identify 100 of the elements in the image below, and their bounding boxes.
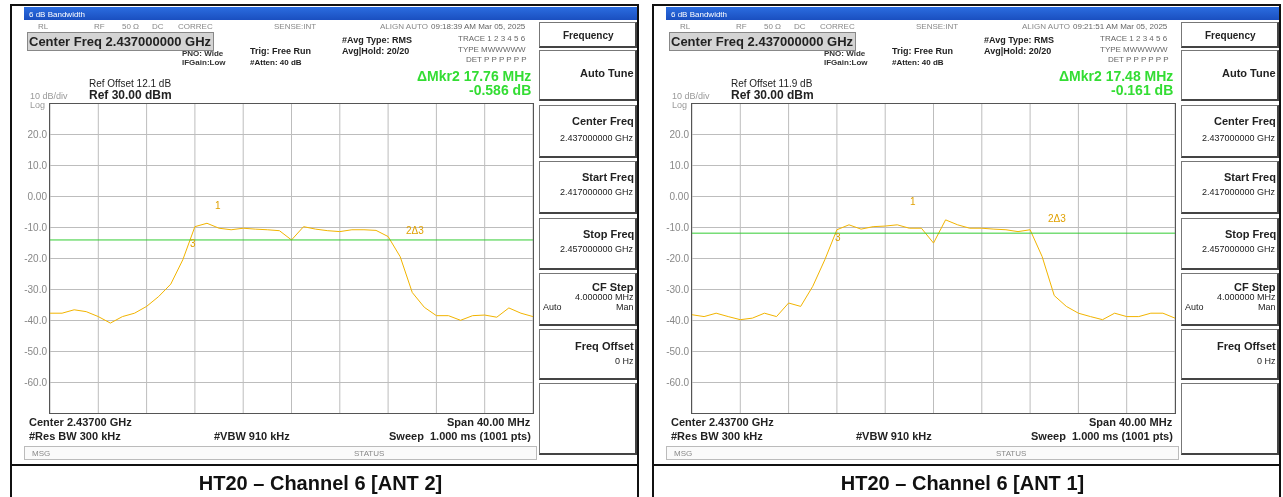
text: Center Freq 2.437000000 GHz	[671, 34, 854, 49]
text: 2.417000000 GHz	[560, 187, 634, 197]
y-tick-label: 20.0	[27, 129, 48, 141]
text: Center Freq	[1214, 115, 1276, 127]
text: MSG	[674, 449, 693, 458]
text: Man	[616, 302, 634, 312]
text: 09:21:51 AM Mar 05, 2025	[1073, 22, 1168, 31]
text: Stop Freq	[583, 228, 635, 240]
y-tick-label: -30.0	[24, 283, 48, 295]
text: 2.437000000 GHz	[560, 133, 634, 143]
text: STATUS	[354, 449, 385, 458]
text: Ref Offset 12.1 dB	[89, 78, 172, 89]
text: ΔMkr2 17.76 MHz	[417, 68, 532, 84]
y-tick-label: -40.0	[24, 314, 48, 326]
annotation: 3	[190, 238, 196, 249]
text: SENSE:INT	[916, 22, 959, 31]
text: IFGain:Low	[182, 58, 227, 67]
text: #Res BW 300 kHz	[671, 430, 764, 442]
text: TYPE MWWWWW	[1100, 45, 1168, 54]
text: 50 Ω	[764, 22, 782, 31]
y-tick-label: 10.0	[27, 160, 48, 172]
text: DET P P P P P P	[466, 55, 527, 64]
text: Log	[30, 100, 46, 110]
text: Frequency	[1205, 30, 1257, 41]
y-tick-label: -20.0	[24, 253, 48, 264]
text: 10 dB/div	[30, 91, 69, 101]
y-tick-label: -60.0	[24, 376, 48, 388]
text: 4.000000 MHz	[575, 292, 635, 302]
text: Avg|Hold: 20/20	[342, 46, 410, 56]
text: Ref Offset 11.9 dB	[731, 78, 813, 89]
text: Center Freq 2.437000000 GHz	[29, 34, 212, 49]
text: CF Step	[592, 281, 634, 293]
annotation: 1	[215, 200, 221, 211]
y-tick-label: -10.0	[24, 222, 48, 234]
text: Center 2.43700 GHz	[29, 416, 133, 428]
y-tick-label: 10.0	[669, 160, 690, 172]
text: IFGain:Low	[824, 58, 869, 67]
y-tick-label: -50.0	[24, 345, 48, 357]
text: Auto	[1185, 302, 1204, 312]
text: 10 dB/div	[672, 91, 711, 101]
text: Trig: Free Run	[892, 46, 954, 56]
text: ALIGN AUTO	[1022, 22, 1070, 31]
y-tick-label: -40.0	[666, 314, 690, 326]
text: Stop Freq	[1225, 228, 1277, 240]
text: Avg|Hold: 20/20	[984, 46, 1052, 56]
y-tick-label: 20.0	[669, 129, 690, 141]
annotation: 1	[910, 196, 916, 207]
text: Log	[672, 100, 688, 110]
text: TRACE 1 2 3 4 5 6	[1100, 34, 1168, 43]
text: 4.000000 MHz	[1217, 292, 1277, 302]
text: Ref 30.00 dBm	[89, 88, 172, 102]
annotation: 3	[835, 232, 841, 243]
text: TYPE MWWWWW	[458, 45, 526, 54]
text: DC	[152, 22, 164, 31]
text: RF	[736, 22, 747, 31]
text: #Atten: 40 dB	[250, 58, 302, 67]
text: Start Freq	[582, 171, 634, 183]
text: Sweep 1.000 ms (1001 pts)	[389, 430, 532, 442]
text: DET P P P P P P	[1108, 55, 1169, 64]
text: HT20 – Channel 6 [ANT 1]	[840, 472, 1085, 494]
text: Span 40.00 MHz	[1089, 416, 1173, 428]
text: 6 dB Bandwidth	[671, 10, 728, 19]
y-tick-label: 0.00	[669, 191, 690, 203]
text: Start Freq	[1224, 171, 1276, 183]
text: MSG	[32, 449, 51, 458]
text: Freq Offset	[575, 340, 635, 352]
text: #Atten: 40 dB	[892, 58, 944, 67]
text: SENSE:INT	[274, 22, 317, 31]
line-series	[50, 222, 533, 324]
text: Auto Tune	[1222, 67, 1276, 79]
y-tick-label: -10.0	[666, 222, 690, 234]
text: 09:18:39 AM Mar 05, 2025	[431, 22, 526, 31]
text: PNO: Wide	[824, 49, 866, 58]
y-tick-label: -50.0	[666, 345, 690, 357]
text: DC	[794, 22, 806, 31]
text: Man	[1258, 302, 1276, 312]
text: STATUS	[996, 449, 1027, 458]
text: Frequency	[563, 30, 615, 41]
text: RL	[680, 22, 691, 31]
text: Ref 30.00 dBm	[731, 88, 814, 102]
text: 2.417000000 GHz	[1202, 187, 1276, 197]
text: RF	[94, 22, 105, 31]
text: 2.457000000 GHz	[1202, 244, 1276, 254]
y-tick-label: -60.0	[666, 376, 690, 388]
text: Auto	[543, 302, 562, 312]
text: Span 40.00 MHz	[447, 416, 531, 428]
text: 2.437000000 GHz	[1202, 133, 1276, 143]
text: CORREC	[178, 22, 213, 31]
text: PNO: Wide	[182, 49, 224, 58]
text: CF Step	[1234, 281, 1276, 293]
annotation: 2Δ3	[1048, 213, 1067, 224]
text: ALIGN AUTO	[380, 22, 428, 31]
y-tick-label: 0.00	[27, 191, 48, 203]
text: Trig: Free Run	[250, 46, 312, 56]
text: 0 Hz	[1257, 356, 1277, 366]
text: ΔMkr2 17.48 MHz	[1059, 68, 1174, 84]
text: #VBW 910 kHz	[214, 430, 291, 442]
text: 6 dB Bandwidth	[29, 10, 86, 19]
text: Freq Offset	[1217, 340, 1277, 352]
text: #Avg Type: RMS	[342, 35, 413, 45]
